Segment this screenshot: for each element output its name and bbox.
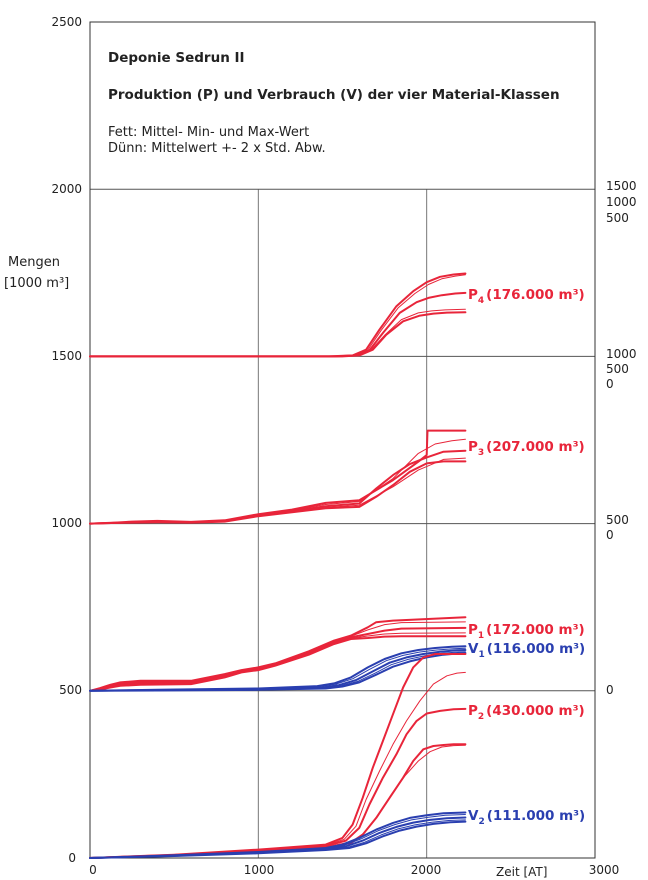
series-v2-mean-2sd — [89, 814, 466, 859]
series-p4-min — [89, 311, 467, 358]
y-tick-1500: 1500 — [51, 349, 82, 363]
x-tick-2000: 2000 — [411, 863, 442, 877]
label-p4-name: P — [468, 287, 478, 303]
label-p1-text: (172.000 m³) — [486, 622, 585, 638]
label-p3: P3 (207.000 m³) — [468, 439, 585, 458]
label-p1: P1 (172.000 m³) — [468, 622, 585, 641]
chart-note-1: Fett: Mittel- Min- und Max-Wert — [108, 125, 309, 140]
series-p1-mean-2sd — [89, 621, 466, 692]
right-tick-0-a: 0 — [606, 377, 614, 391]
y-tick-1000: 1000 — [51, 516, 82, 530]
y-tick-0: 0 — [68, 851, 76, 865]
series-p1-min — [89, 635, 467, 692]
series-v1-mean-2sd — [89, 647, 466, 692]
label-v1-text: (116.000 m³) — [487, 641, 586, 657]
x-tick-1000: 1000 — [244, 863, 275, 877]
series-p4-max — [89, 272, 467, 358]
series-p4-mean-2sd — [89, 274, 466, 357]
series-group — [89, 272, 467, 859]
right-tick-0-b: 0 — [606, 528, 614, 542]
right-tick-1000-b: 1000 — [606, 347, 637, 361]
series-p1-mean — [89, 626, 467, 692]
series-p2-min — [89, 743, 467, 859]
label-v1-name: V — [468, 641, 479, 657]
series-p3-mean-2sd — [89, 457, 466, 525]
right-tick-1000-a: 1000 — [606, 195, 637, 209]
series-p3-mean — [89, 449, 467, 525]
y-tick-2500: 2500 — [51, 15, 82, 29]
right-tick-500-a: 500 — [606, 211, 629, 225]
label-p1-name: P — [468, 622, 478, 638]
chart-note-2: Dünn: Mittelwert +- 2 x Std. Abw. — [108, 141, 326, 156]
series-p4-mean — [89, 291, 467, 358]
series-p4-mean-2sd — [89, 308, 466, 357]
label-v1: V1 (116.000 m³) — [468, 641, 585, 660]
label-p4: P4 (176.000 m³) — [468, 287, 585, 306]
label-p3-text: (207.000 m³) — [486, 439, 585, 455]
chart-title: Deponie Sedrun II — [108, 50, 245, 66]
series-labels: P4 (176.000 m³) P3 (207.000 m³) P1 (172.000… — [468, 287, 585, 827]
right-tick-1500: 1500 — [606, 179, 637, 193]
label-v2-text: (111.000 m³) — [487, 808, 586, 824]
y-axis-label-1: Mengen — [8, 255, 60, 270]
series-p3-mean-2sd — [89, 438, 466, 525]
right-tick-500-b: 500 — [606, 362, 629, 376]
y-axis-label-2: [1000 m³] — [4, 276, 69, 291]
chart-subtitle: Produktion (P) und Verbrauch (V) der vie… — [108, 87, 560, 103]
right-tick-0-c: 0 — [606, 683, 614, 697]
label-p4-sub: 4 — [478, 296, 484, 306]
y-tick-2000: 2000 — [51, 182, 82, 196]
series-p1-mean-2sd — [89, 632, 466, 692]
series-p2-mean-2sd — [89, 744, 466, 859]
x-tick-3000: 3000 — [589, 863, 620, 877]
label-v2: V2 (111.000 m³) — [468, 808, 585, 827]
label-p1-sub: 1 — [478, 631, 484, 641]
label-p4-text: (176.000 m³) — [486, 287, 585, 303]
label-v2-name: V — [468, 808, 479, 824]
label-p2-name: P — [468, 703, 478, 719]
y-tick-500: 500 — [59, 683, 82, 697]
series-p3-min — [89, 460, 467, 525]
plot-frame — [89, 21, 596, 859]
label-v2-sub: 2 — [478, 817, 484, 827]
label-p2-text: (430.000 m³) — [486, 703, 585, 719]
series-p2-mean — [89, 707, 467, 859]
series-v2-mean-2sd — [89, 819, 466, 859]
x-tick-0: 0 — [89, 863, 97, 877]
label-p2-sub: 2 — [478, 712, 484, 722]
chart-header: Deponie Sedrun II Produktion (P) und Ver… — [108, 50, 560, 156]
series-v2-min — [89, 820, 467, 859]
right-tick-500-c: 500 — [606, 513, 629, 527]
series-p1-max — [89, 616, 467, 692]
label-p2: P2 (430.000 m³) — [468, 703, 585, 722]
x-axis-label: Zeit [AT] — [496, 865, 547, 879]
series-p3-max — [89, 429, 467, 525]
label-p3-name: P — [468, 439, 478, 455]
series-p2-mean-2sd — [89, 671, 466, 859]
label-v1-sub: 1 — [478, 650, 484, 660]
label-p3-sub: 3 — [478, 448, 484, 458]
